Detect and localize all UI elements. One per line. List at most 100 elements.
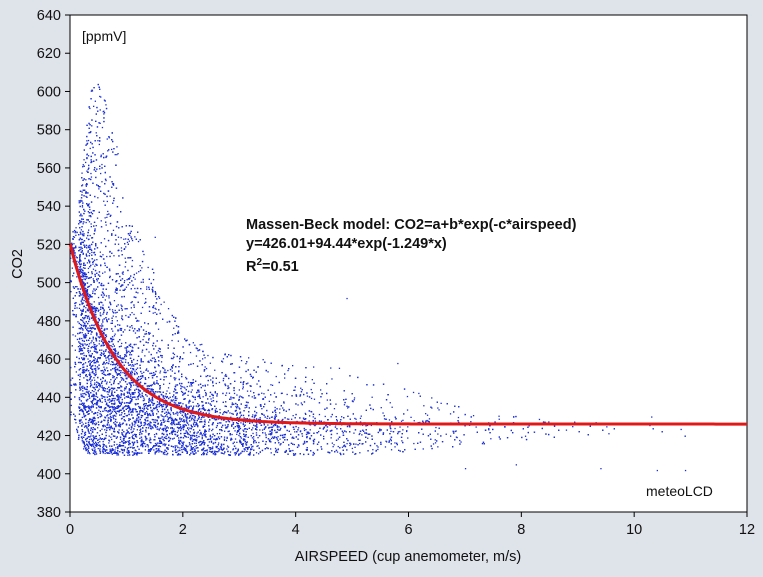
data-point bbox=[184, 447, 187, 450]
data-point bbox=[179, 421, 181, 423]
data-point bbox=[145, 330, 147, 333]
data-point bbox=[249, 453, 251, 455]
data-point bbox=[180, 426, 182, 428]
data-point bbox=[159, 370, 162, 372]
data-point bbox=[89, 407, 91, 409]
data-point bbox=[109, 301, 111, 303]
data-point bbox=[407, 437, 409, 439]
data-point bbox=[146, 288, 148, 290]
data-point bbox=[290, 450, 292, 452]
data-point bbox=[89, 350, 91, 352]
data-point bbox=[140, 424, 143, 426]
data-point bbox=[269, 440, 271, 443]
data-point bbox=[330, 437, 332, 439]
data-point bbox=[102, 445, 104, 448]
data-point bbox=[246, 428, 248, 430]
data-point bbox=[345, 431, 347, 433]
data-point bbox=[90, 381, 92, 383]
data-point bbox=[189, 412, 192, 414]
data-point bbox=[227, 430, 229, 433]
data-point bbox=[119, 329, 121, 331]
data-point bbox=[194, 445, 196, 448]
data-point bbox=[117, 454, 120, 456]
data-point bbox=[236, 394, 238, 396]
data-point bbox=[270, 448, 272, 450]
data-point bbox=[88, 361, 90, 363]
data-point bbox=[104, 380, 106, 382]
data-point bbox=[239, 427, 242, 430]
data-point bbox=[472, 415, 475, 417]
data-point bbox=[359, 417, 362, 419]
data-point bbox=[112, 415, 115, 417]
data-point bbox=[89, 436, 91, 438]
data-point bbox=[134, 434, 137, 437]
data-point bbox=[80, 323, 82, 326]
data-point bbox=[94, 265, 96, 267]
data-point bbox=[149, 359, 152, 361]
data-point bbox=[171, 424, 173, 426]
data-point bbox=[649, 424, 651, 427]
data-point bbox=[158, 401, 161, 404]
data-point bbox=[145, 298, 147, 300]
data-point bbox=[77, 361, 80, 364]
data-point bbox=[226, 436, 228, 438]
data-point bbox=[203, 425, 206, 427]
data-point bbox=[341, 416, 343, 418]
data-point bbox=[114, 333, 116, 335]
data-point bbox=[680, 428, 682, 431]
data-point bbox=[218, 381, 221, 384]
data-point bbox=[343, 404, 346, 406]
data-point bbox=[158, 403, 160, 405]
data-point bbox=[95, 393, 98, 395]
data-point bbox=[89, 107, 91, 110]
data-point bbox=[104, 299, 106, 301]
data-point bbox=[113, 300, 116, 302]
data-point bbox=[100, 284, 102, 286]
data-point bbox=[102, 254, 104, 256]
data-point bbox=[89, 234, 91, 237]
plot-area bbox=[69, 14, 748, 513]
data-point bbox=[123, 281, 125, 284]
data-point bbox=[152, 279, 155, 281]
data-point bbox=[106, 200, 108, 203]
data-point bbox=[152, 413, 154, 415]
data-point bbox=[142, 396, 144, 398]
data-point bbox=[201, 454, 203, 456]
data-point bbox=[100, 154, 102, 156]
data-point bbox=[271, 384, 274, 386]
data-point bbox=[84, 447, 87, 450]
data-point bbox=[151, 390, 153, 392]
data-point bbox=[88, 317, 91, 319]
data-point bbox=[106, 216, 108, 218]
data-point bbox=[160, 404, 163, 407]
data-point bbox=[151, 375, 153, 377]
data-point bbox=[184, 387, 186, 389]
data-point bbox=[137, 426, 140, 428]
data-point bbox=[104, 410, 106, 412]
data-point bbox=[130, 307, 132, 309]
data-point bbox=[239, 416, 242, 418]
data-point bbox=[116, 355, 118, 357]
data-point bbox=[135, 272, 138, 274]
data-point bbox=[144, 355, 146, 357]
data-point bbox=[103, 309, 105, 311]
data-point bbox=[190, 419, 193, 421]
data-point bbox=[240, 437, 242, 439]
data-point bbox=[100, 415, 102, 417]
data-point bbox=[101, 163, 103, 166]
data-point bbox=[134, 370, 136, 372]
data-point bbox=[355, 421, 358, 423]
data-point bbox=[144, 405, 147, 407]
data-point bbox=[101, 381, 103, 383]
data-point bbox=[91, 237, 93, 239]
data-point bbox=[312, 416, 314, 418]
data-point bbox=[426, 419, 428, 422]
data-point bbox=[99, 413, 101, 415]
data-point bbox=[413, 442, 415, 445]
data-point bbox=[143, 424, 145, 427]
data-point bbox=[95, 348, 97, 350]
data-point bbox=[89, 386, 92, 388]
data-point bbox=[130, 411, 132, 414]
data-point bbox=[84, 333, 87, 335]
data-point bbox=[130, 367, 132, 369]
